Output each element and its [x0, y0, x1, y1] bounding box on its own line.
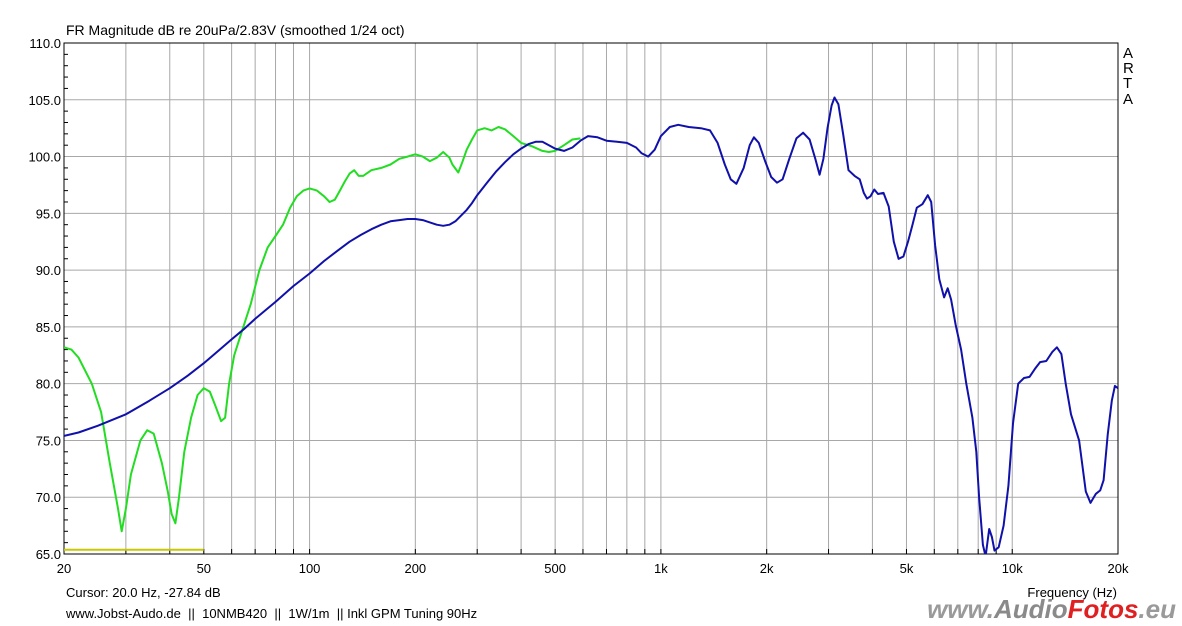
y-tick-label: 110.0 — [29, 36, 61, 51]
x-tick-label: 20 — [57, 561, 71, 576]
arta-letter: A — [1123, 91, 1133, 108]
y-tick-label: 90.0 — [36, 263, 61, 278]
axis-minor-ticks — [64, 53, 1013, 554]
x-axis-label: Frequency (Hz) — [1027, 585, 1117, 600]
y-tick-label: 80.0 — [36, 377, 61, 392]
y-tick-label: 75.0 — [36, 433, 61, 448]
x-tick-label: 50 — [197, 561, 211, 576]
watermark-logo: www.AudioFotos.eu — [927, 594, 1176, 624]
arta-side-label: A R T A — [1123, 45, 1134, 108]
y-tick-label: 85.0 — [36, 320, 61, 335]
cursor-readout: Cursor: 20.0 Hz, -27.84 dB — [66, 585, 221, 600]
x-tick-label: 200 — [404, 561, 426, 576]
y-tick-label: 105.0 — [28, 93, 61, 108]
arta-letter: T — [1123, 75, 1132, 92]
x-tick-label: 500 — [544, 561, 566, 576]
x-tick-label: 1k — [654, 561, 668, 576]
x-axis-tick-labels: 20 50 100 200 500 1k 2k 5k 10k 20k — [57, 561, 1129, 576]
x-tick-label: 2k — [760, 561, 774, 576]
y-tick-label: 65.0 — [36, 547, 61, 562]
x-tick-label: 100 — [299, 561, 321, 576]
y-tick-label: 100.0 — [28, 150, 61, 165]
arta-letter: A — [1123, 45, 1133, 62]
chart-title: FR Magnitude dB re 20uPa/2.83V (smoothed… — [66, 22, 405, 38]
y-tick-label: 95.0 — [36, 206, 61, 221]
y-tick-label: 70.0 — [36, 490, 61, 505]
series-line — [64, 126, 581, 533]
plot-frame — [63, 42, 1119, 555]
grid — [64, 43, 1118, 554]
x-tick-label: 5k — [900, 561, 914, 576]
x-tick-label: 10k — [1002, 561, 1023, 576]
y-axis-tick-labels: 110.0 105.0 100.0 95.0 90.0 85.0 80.0 75.0 70.0 6… — [28, 36, 61, 562]
arta-letter: R — [1123, 60, 1134, 77]
x-tick-label: 20k — [1108, 561, 1129, 576]
footer-info: www.Jobst-Audo.de || 10NMB420 || 1W/1m |… — [65, 606, 477, 621]
series-group — [64, 96, 1118, 554]
series-line — [64, 96, 1118, 554]
